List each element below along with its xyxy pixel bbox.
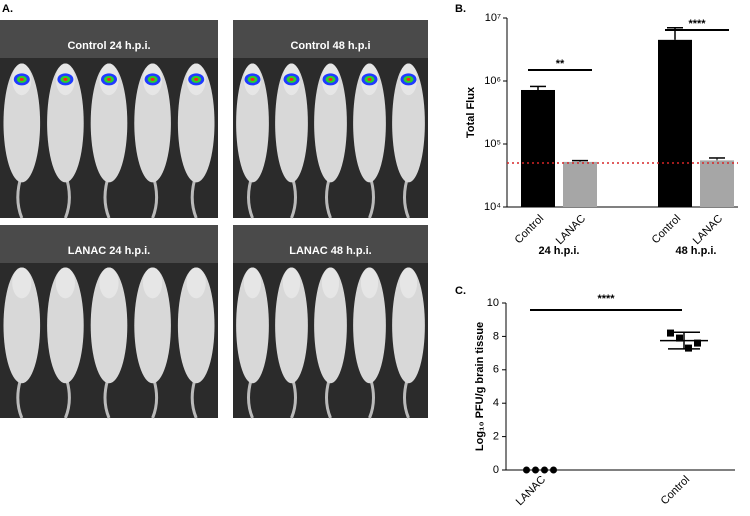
data-point <box>550 466 557 474</box>
signal <box>107 77 111 81</box>
data-point <box>676 334 683 342</box>
mouse-body <box>177 267 215 384</box>
mouse-head <box>399 267 418 299</box>
data-point <box>685 344 692 352</box>
mouse-head <box>99 267 119 299</box>
mouse-head <box>186 267 206 299</box>
image-label: LANAC 48 h.p.i. <box>289 245 372 257</box>
signal <box>367 77 372 81</box>
mouse-body <box>47 63 84 183</box>
image-top <box>0 20 218 58</box>
x-tick-label: LANAC <box>691 213 725 247</box>
panel-label: C. <box>455 285 466 297</box>
y-tick-label: 0 <box>493 464 499 476</box>
mouse-body <box>353 267 386 384</box>
bar <box>521 89 555 207</box>
data-point <box>667 329 674 337</box>
mouse-image: LANAC 48 h.p.i. <box>233 225 428 419</box>
mouse-head <box>243 267 262 299</box>
panel-label: A. <box>2 3 13 15</box>
y-tick-label: 10⁵ <box>484 138 501 150</box>
bar <box>563 161 597 207</box>
mouse-body <box>3 267 41 384</box>
mouse-head <box>360 267 379 299</box>
y-tick-label: 4 <box>493 397 499 409</box>
mouse-body <box>90 63 128 183</box>
y-tick-label: 10⁷ <box>485 12 501 24</box>
significance-label: ** <box>556 58 565 70</box>
data-point <box>523 466 530 474</box>
image-top <box>0 225 218 263</box>
mouse-body <box>177 63 215 183</box>
mouse-body <box>275 267 308 384</box>
data-point <box>532 466 539 474</box>
mouse-body <box>236 63 269 183</box>
mouse-body <box>3 63 41 183</box>
group-label: 24 h.p.i. <box>539 245 580 257</box>
signal <box>250 77 255 81</box>
significance-label: **** <box>688 18 706 30</box>
signal <box>19 77 24 81</box>
x-tick-label: Control <box>659 474 693 508</box>
y-tick-label: 8 <box>493 330 499 342</box>
signal <box>406 77 411 81</box>
bar <box>658 39 692 207</box>
mouse-body <box>236 267 269 384</box>
x-tick-label: LANAC <box>514 474 548 508</box>
y-tick-label: 2 <box>493 431 499 443</box>
mouse-body <box>90 267 128 384</box>
y-tick-label: 6 <box>493 364 499 376</box>
y-axis-label: Log₁₀ PFU/g brain tissue <box>474 322 486 451</box>
significance-label: **** <box>597 293 615 305</box>
group-label: 48 h.p.i. <box>676 245 717 257</box>
signal <box>63 77 68 81</box>
bar <box>700 160 734 207</box>
y-axis-label: Total Flux <box>465 86 477 138</box>
mouse-body <box>392 267 425 384</box>
mouse-image: Control 48 h.p.i <box>233 20 428 219</box>
image-top <box>233 225 428 263</box>
mouse-head <box>12 267 32 299</box>
x-tick-label: Control <box>650 213 684 247</box>
mouse-body <box>392 63 425 183</box>
mouse-body <box>314 63 347 183</box>
mouse-body <box>134 267 171 384</box>
mouse-head <box>321 267 340 299</box>
x-tick-label: Control <box>513 213 547 247</box>
panel-label: B. <box>455 3 466 15</box>
image-label: LANAC 24 h.p.i. <box>68 245 151 257</box>
mouse-body <box>47 267 84 384</box>
signal <box>150 77 155 81</box>
y-tick-label: 10⁶ <box>484 75 501 87</box>
mouse-head <box>282 267 301 299</box>
mouse-body <box>275 63 308 183</box>
signal <box>289 77 294 81</box>
image-label: Control 24 h.p.i. <box>67 40 150 52</box>
data-point <box>541 466 548 474</box>
mouse-body <box>314 267 347 384</box>
mouse-head <box>143 267 163 299</box>
signal <box>194 77 199 81</box>
y-tick-label: 10 <box>487 297 499 309</box>
mouse-body <box>353 63 386 183</box>
y-tick-label: 10⁴ <box>484 201 501 213</box>
mouse-body <box>134 63 171 183</box>
x-tick-label: LANAC <box>554 213 588 247</box>
mouse-head <box>55 267 75 299</box>
image-label: Control 48 h.p.i <box>290 40 370 52</box>
image-top <box>233 20 428 58</box>
data-point <box>694 339 701 347</box>
mouse-image: Control 24 h.p.i. <box>0 20 218 219</box>
signal <box>328 77 333 81</box>
mouse-image: LANAC 24 h.p.i. <box>0 225 218 419</box>
